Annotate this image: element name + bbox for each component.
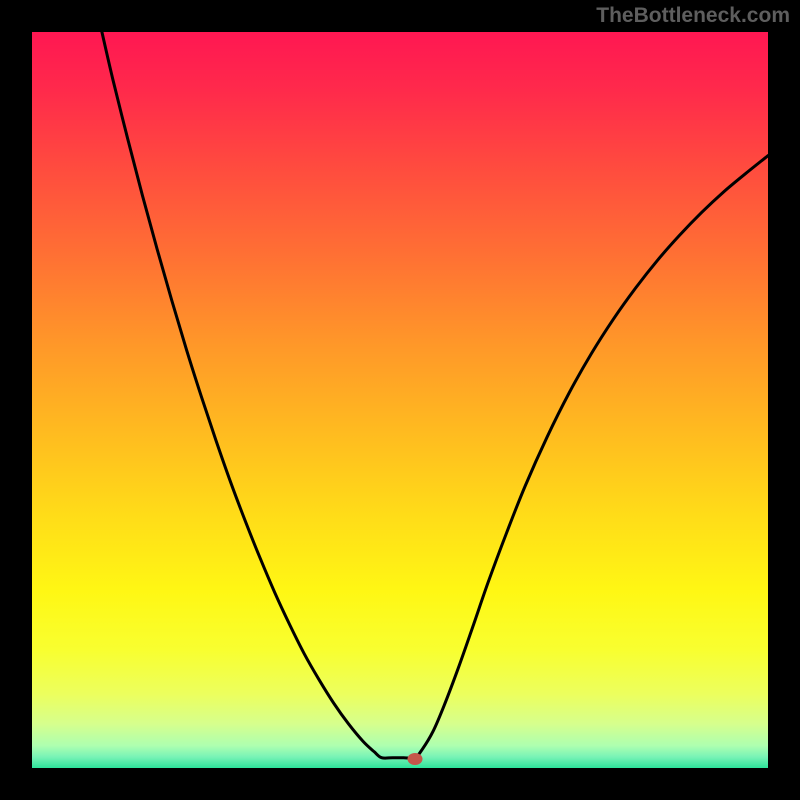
watermark-text: TheBottleneck.com (596, 4, 790, 28)
optimal-point-marker (407, 753, 422, 765)
bottleneck-curve (32, 32, 768, 768)
plot-area (32, 32, 768, 768)
